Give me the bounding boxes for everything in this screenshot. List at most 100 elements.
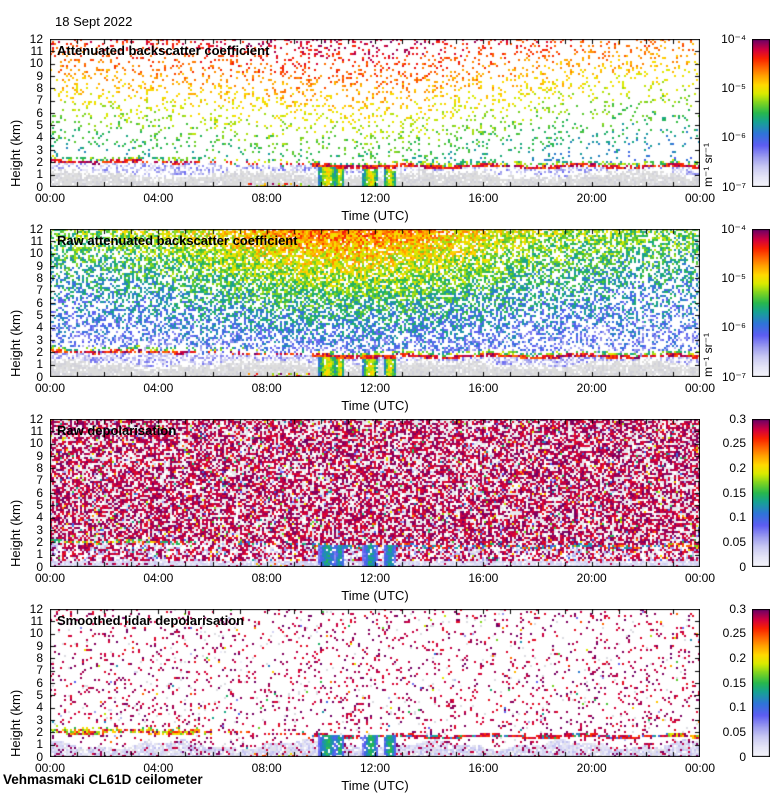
- y-tick-label: 11: [30, 423, 43, 438]
- colorbar-tick-label: 10⁻⁴: [721, 221, 746, 236]
- y-tick-label: 6: [36, 675, 43, 690]
- colorbar-tick-label: 0.15: [722, 675, 746, 690]
- y-tick-label: 1: [36, 167, 43, 182]
- colorbar-tick-label: 10⁻⁵: [721, 80, 746, 95]
- x-tick-label: 12:00: [359, 381, 391, 395]
- x-tick-label: 04:00: [143, 381, 174, 395]
- y-tick-label: 0: [36, 369, 43, 384]
- y-axis-tick-labels: 0 1 2 3 4 5 6 7 8 9 10 11 12: [0, 222, 46, 383]
- colorbar-tick-label: 0.1: [729, 700, 746, 715]
- x-tick-label: 00:00: [34, 761, 66, 775]
- x-axis-tick-labels: 00:00 04:00 08:00 12:00 16:00 20:00 00:00: [35, 571, 715, 585]
- instrument-label: Vehmasmaki CL61D ceilometer: [3, 772, 203, 787]
- date-label: 18 Sept 2022: [55, 14, 133, 29]
- heatmap-canvas: [50, 419, 700, 567]
- colorbar-tick-label: 0.25: [722, 626, 746, 641]
- panel-smoothed-lidar-depolarisation: Height (km) 0 1 2 3 4 5 6 7 8 9 10 11 12 Smoothed li…: [0, 602, 780, 799]
- x-axis-label: Time (UTC): [341, 208, 409, 223]
- x-tick-label: 16:00: [468, 191, 499, 205]
- y-tick-label: 12: [29, 601, 43, 616]
- plot-title: Attenuated backscatter coefficient: [57, 43, 270, 58]
- y-tick-label: 12: [29, 31, 43, 46]
- colorbar-tick-label: 0.05: [722, 724, 746, 739]
- y-tick-label: 1: [36, 737, 43, 752]
- colorbar-tick-labels: 10⁻⁴ 10⁻⁵ 10⁻⁶ 10⁻⁷: [700, 222, 748, 383]
- y-axis-tick-labels: 0 1 2 3 4 5 6 7 8 9 10 11 12: [0, 412, 46, 573]
- y-tick-label: 10: [29, 56, 43, 71]
- x-tick-label: 00:00: [684, 761, 716, 775]
- x-tick-label: 00:00: [34, 381, 66, 395]
- colorbar-tick-label: 10⁻⁷: [721, 369, 746, 384]
- y-tick-label: 12: [29, 221, 43, 236]
- panel-raw-depolarisation: Height (km) 0 1 2 3 4 5 6 7 8 9 10 11 12 Raw depolar…: [0, 412, 780, 609]
- y-tick-label: 11: [30, 613, 43, 628]
- y-tick-label: 5: [36, 687, 43, 702]
- y-tick-label: 6: [36, 295, 43, 310]
- colorbar-tick-label: 10⁻⁶: [721, 320, 746, 335]
- x-axis-tick-labels: 00:00 04:00 08:00 12:00 16:00 20:00 00:00: [35, 381, 715, 395]
- y-tick-label: 3: [36, 712, 43, 727]
- y-tick-label: 8: [36, 650, 43, 665]
- y-tick-label: 7: [36, 473, 43, 488]
- colorbar-tick-label: 10⁻⁵: [721, 270, 746, 285]
- y-tick-label: 4: [36, 510, 43, 525]
- colorbar-tick-label: 0.15: [722, 485, 746, 500]
- y-tick-label: 1: [36, 357, 43, 372]
- y-tick-label: 11: [30, 43, 43, 58]
- x-tick-label: 04:00: [143, 571, 174, 585]
- y-tick-label: 1: [36, 547, 43, 562]
- colorbar-gradient: [752, 229, 770, 377]
- y-tick-label: 0: [36, 179, 43, 194]
- x-tick-label: 16:00: [468, 381, 499, 395]
- y-tick-label: 9: [36, 258, 43, 273]
- colorbar-gradient: [752, 609, 770, 757]
- y-tick-label: 9: [36, 448, 43, 463]
- x-tick-label: 08:00: [251, 761, 282, 775]
- x-tick-label: 16:00: [468, 761, 499, 775]
- y-tick-label: 7: [36, 283, 43, 298]
- y-tick-label: 10: [29, 436, 43, 451]
- x-tick-label: 08:00: [251, 571, 282, 585]
- y-tick-label: 2: [36, 534, 43, 549]
- y-axis-tick-labels: 0 1 2 3 4 5 6 7 8 9 10 11 12: [0, 32, 46, 193]
- panel-attenuated-backscatter: Height (km) 0 1 2 3 4 5 6 7 8 9 10 11 12 Attenuated …: [0, 32, 780, 229]
- colorbar-tick-label: 10⁻⁷: [721, 179, 746, 194]
- colorbar-tick-label: 0.2: [729, 650, 746, 665]
- colorbar-tick-label: 0.1: [729, 510, 746, 525]
- colorbar: 0.3 0.25 0.2 0.15 0.1 0.05 0: [700, 602, 776, 763]
- x-tick-label: 00:00: [34, 571, 66, 585]
- x-axis-label: Time (UTC): [341, 588, 409, 603]
- y-tick-label: 11: [30, 233, 43, 248]
- colorbar-tick-label: 10⁻⁶: [721, 130, 746, 145]
- plot-title: Raw depolarisation: [57, 423, 177, 438]
- y-tick-label: 4: [36, 130, 43, 145]
- y-tick-label: 2: [36, 344, 43, 359]
- x-tick-label: 00:00: [684, 381, 716, 395]
- x-tick-label: 08:00: [251, 381, 282, 395]
- y-tick-label: 6: [36, 105, 43, 120]
- colorbar-tick-label: 0.3: [729, 411, 746, 426]
- y-tick-label: 6: [36, 485, 43, 500]
- x-tick-label: 04:00: [143, 191, 174, 205]
- y-tick-label: 4: [36, 700, 43, 715]
- colorbar-gradient: [752, 39, 770, 187]
- x-tick-label: 04:00: [143, 761, 174, 775]
- y-tick-label: 3: [36, 142, 43, 157]
- colorbar-tick-labels: 0.3 0.25 0.2 0.15 0.1 0.05 0: [700, 602, 748, 763]
- y-tick-label: 5: [36, 117, 43, 132]
- x-tick-label: 20:00: [576, 381, 607, 395]
- panel-raw-attenuated-backscatter: Height (km) 0 1 2 3 4 5 6 7 8 9 10 11 12 Raw attenua…: [0, 222, 780, 419]
- heatmap-canvas: [50, 229, 700, 377]
- colorbar-tick-labels: 10⁻⁴ 10⁻⁵ 10⁻⁶ 10⁻⁷: [700, 32, 748, 193]
- y-tick-label: 3: [36, 522, 43, 537]
- colorbar-gradient: [752, 419, 770, 567]
- heatmap-canvas: [50, 39, 700, 187]
- x-tick-label: 12:00: [359, 191, 391, 205]
- colorbar-tick-labels: 0.3 0.25 0.2 0.15 0.1 0.05 0: [700, 412, 748, 573]
- x-tick-label: 20:00: [576, 761, 607, 775]
- heatmap-canvas: [50, 609, 700, 757]
- colorbar: m⁻¹ sr⁻¹ 10⁻⁴ 10⁻⁵ 10⁻⁶ 10⁻⁷: [700, 32, 776, 193]
- x-tick-label: 00:00: [34, 191, 66, 205]
- colorbar: 0.3 0.25 0.2 0.15 0.1 0.05 0: [700, 412, 776, 573]
- x-tick-label: 16:00: [468, 571, 499, 585]
